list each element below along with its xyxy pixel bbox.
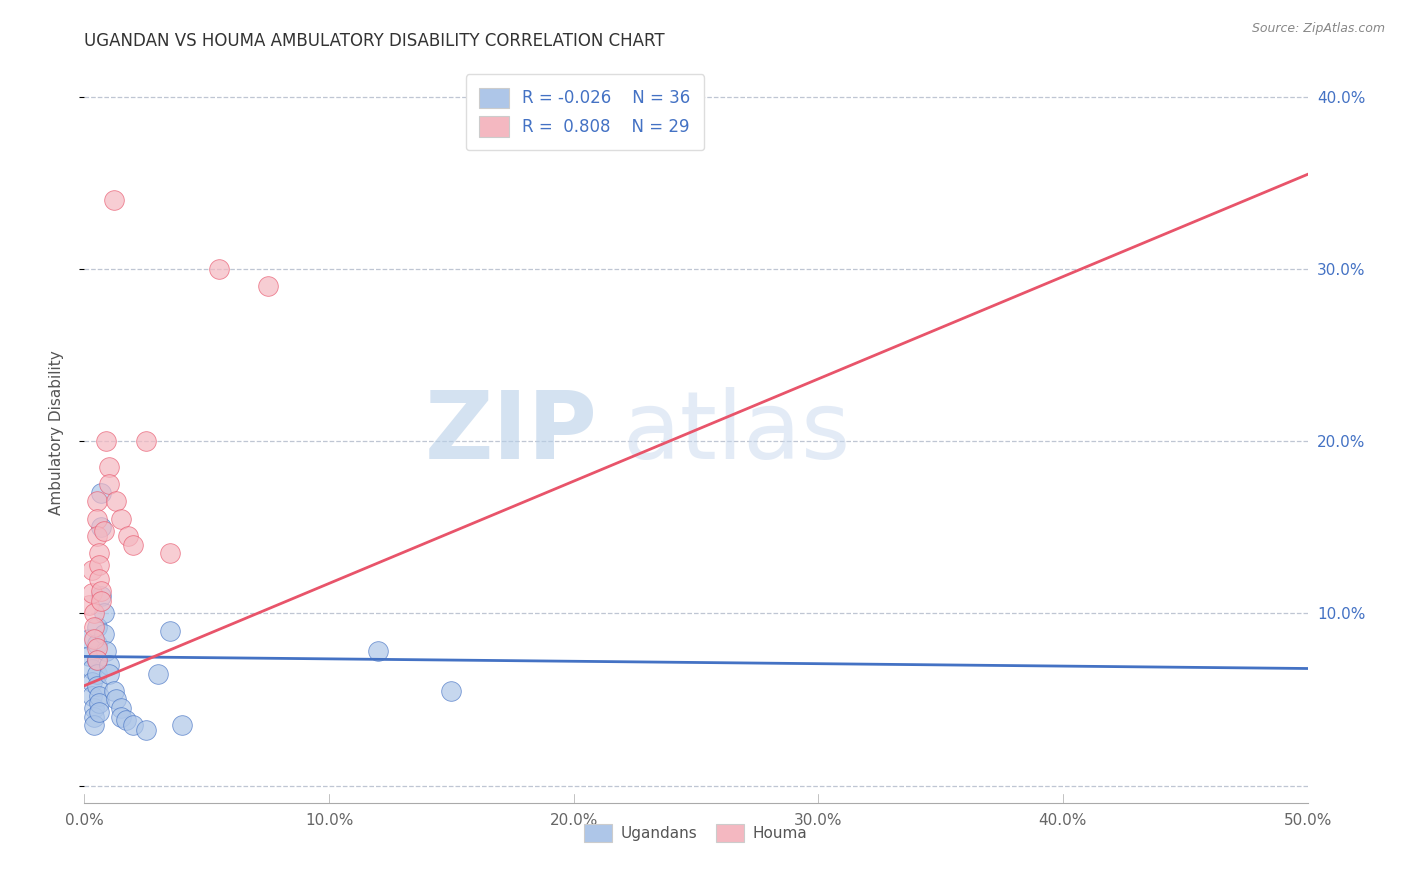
Point: [86, 653, 108, 667]
Y-axis label: Ambulatory Disability: Ambulatory Disability: [49, 351, 63, 515]
Point: [77, 598, 100, 612]
Point: [87, 558, 110, 573]
Point: [93, 524, 115, 538]
Point: [83, 632, 105, 647]
Point: [86, 512, 108, 526]
Point: [87, 546, 110, 560]
Point: [105, 494, 128, 508]
Point: [367, 644, 389, 658]
Point: [90, 594, 112, 608]
Point: [87, 689, 110, 703]
Point: [83, 718, 105, 732]
Point: [90, 486, 112, 500]
Point: [83, 701, 105, 715]
Point: [90, 520, 112, 534]
Point: [90, 584, 112, 599]
Point: [86, 637, 108, 651]
Point: [135, 723, 157, 738]
Point: [86, 529, 108, 543]
Point: [83, 709, 105, 723]
Point: [97, 658, 120, 673]
Point: [146, 666, 169, 681]
Point: [103, 193, 125, 207]
Text: ZIP: ZIP: [425, 386, 598, 479]
Point: [83, 620, 105, 634]
Point: [110, 709, 132, 723]
Point: [172, 718, 194, 732]
Point: [86, 494, 108, 508]
Point: [96, 434, 118, 449]
Point: [135, 434, 157, 449]
Point: [110, 512, 132, 526]
Point: [122, 718, 145, 732]
Point: [86, 640, 108, 655]
Point: [83, 607, 105, 621]
Point: [86, 620, 108, 634]
Point: [86, 666, 108, 681]
Point: [257, 279, 280, 293]
Point: [90, 589, 112, 603]
Point: [97, 666, 120, 681]
Text: Source: ZipAtlas.com: Source: ZipAtlas.com: [1251, 22, 1385, 36]
Point: [96, 644, 118, 658]
Point: [77, 632, 100, 647]
Point: [80, 563, 103, 577]
Text: atlas: atlas: [623, 386, 851, 479]
Point: [77, 649, 100, 664]
Point: [97, 460, 120, 475]
Point: [93, 627, 115, 641]
Point: [110, 701, 132, 715]
Point: [80, 675, 103, 690]
Point: [80, 661, 103, 675]
Point: [440, 684, 463, 698]
Text: UGANDAN VS HOUMA AMBULATORY DISABILITY CORRELATION CHART: UGANDAN VS HOUMA AMBULATORY DISABILITY C…: [84, 32, 665, 50]
Point: [159, 546, 181, 560]
Point: [159, 624, 181, 638]
Point: [87, 696, 110, 710]
Point: [86, 653, 108, 667]
Point: [93, 607, 115, 621]
Legend: Ugandans, Houma: Ugandans, Houma: [578, 818, 814, 848]
Point: [80, 586, 103, 600]
Point: [97, 477, 120, 491]
Point: [86, 679, 108, 693]
Point: [80, 689, 103, 703]
Point: [103, 684, 125, 698]
Point: [105, 692, 128, 706]
Point: [87, 705, 110, 719]
Point: [87, 572, 110, 586]
Point: [208, 262, 231, 277]
Point: [117, 529, 139, 543]
Point: [122, 537, 145, 551]
Point: [115, 713, 138, 727]
